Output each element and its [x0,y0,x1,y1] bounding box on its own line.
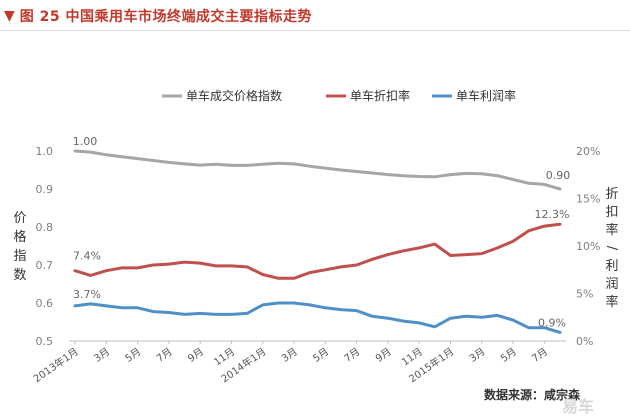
right-axis-title-char: 润 [605,277,618,292]
x-axis-tick-label: 11月 [399,346,425,369]
left-axis-tick-label: 0.5 [36,335,54,348]
series-line-1 [73,149,562,191]
x-axis-tick-label: 7月 [154,346,174,365]
left-axis-tick-label: 0.6 [36,297,54,310]
data-source: 数据来源：咸宗森 [484,388,581,402]
data-label: 12.3% [535,208,570,221]
left-axis-tick-label: 0.7 [36,259,54,272]
chart-title-text: 图 25 中国乘用车市场终端成交主要指标走势 [19,9,313,25]
x-axis-tick-label: 3月 [279,346,299,365]
left-axis-tick-label: 0.9 [36,183,54,196]
x-axis-tick-label: 7月 [530,346,550,365]
left-axis-tick-label: 1.0 [36,145,54,158]
legend-label-2: 单车折扣率 [350,88,410,103]
title-marker-icon: ▼ [4,8,15,24]
right-axis-title-char: 折 [605,187,618,202]
x-axis-tick-label: 3月 [467,346,487,365]
right-axis-tick-label: 5% [576,288,593,301]
legend-label-1: 单车成交价格指数 [186,88,282,103]
x-axis-tick-label: 2013年1月 [31,345,81,385]
left-axis-title-char: 指 [13,249,26,264]
chart-title: ▼ 图 25 中国乘用车市场终端成交主要指标走势 [4,4,312,28]
right-axis-title-char: 扣 [605,205,618,220]
series-line-2 [73,222,562,280]
data-label: 0.9% [538,316,566,329]
x-axis-tick-label: 7月 [342,346,362,365]
right-axis-title-char: 率 [605,222,618,238]
data-label: 3.7% [73,288,101,301]
watermark-logo: 易车 [562,397,595,416]
legend-label-3: 单车利润率 [456,88,516,103]
right-axis-tick-label: 0% [576,335,593,348]
right-axis-tick-label: 10% [576,240,600,253]
right-axis-title-char: / [604,246,619,251]
data-label: 7.4% [73,250,101,263]
data-label: 0.90 [546,169,571,182]
x-axis-tick-label: 9月 [186,346,206,365]
x-axis-tick-label: 5月 [498,346,518,365]
x-axis-tick-label: 11月 [212,346,238,369]
x-axis-tick-label: 5月 [311,346,331,365]
x-axis-tick-label: 5月 [123,346,143,365]
data-label: 1.00 [73,135,98,148]
left-axis-title-char: 数 [13,268,26,283]
right-axis-title-char: 率 [605,294,618,310]
left-axis-title-char: 价 [13,211,26,226]
left-axis-title-char: 格 [13,229,26,245]
right-axis-title-char: 利 [605,259,618,274]
series-line-3 [73,301,562,334]
left-axis-tick-label: 0.8 [36,221,54,234]
right-axis-tick-label: 20% [576,145,600,158]
x-axis-tick-label: 9月 [373,346,393,365]
x-axis-tick-label: 3月 [92,346,112,365]
right-axis-tick-label: 15% [576,193,600,206]
title-divider [0,30,630,31]
